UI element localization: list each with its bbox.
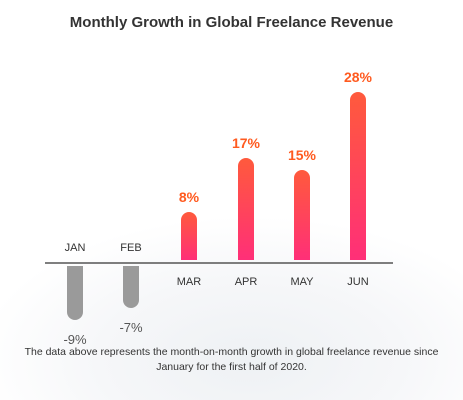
value-label-may: 15% <box>288 147 317 163</box>
month-label-mar: MAR <box>177 276 202 288</box>
value-label-jan: -9% <box>63 332 87 347</box>
bar-jan <box>67 266 83 320</box>
value-label-feb: -7% <box>119 320 143 335</box>
month-label-apr: APR <box>235 276 258 288</box>
chart-title: Monthly Growth in Global Freelance Reven… <box>69 14 394 31</box>
value-label-mar: 8% <box>179 189 200 205</box>
value-label-jun: 28% <box>344 69 373 85</box>
month-label-jun: JUN <box>347 276 368 288</box>
bar-feb <box>123 266 139 308</box>
bar-jun <box>350 92 366 260</box>
bar-mar <box>181 212 197 260</box>
bar-may <box>294 170 310 260</box>
month-label-jan: JAN <box>65 242 86 254</box>
bar-group: JAN -9% FEB -7% MAR 8% APR 17% MAY 15% JUN 28% <box>63 69 372 347</box>
chart-footnote: The data above represents the month-on-m… <box>24 346 439 373</box>
value-label-apr: 17% <box>232 135 261 151</box>
month-label-may: MAY <box>290 276 314 288</box>
bar-apr <box>238 158 254 260</box>
month-label-feb: FEB <box>120 242 141 254</box>
